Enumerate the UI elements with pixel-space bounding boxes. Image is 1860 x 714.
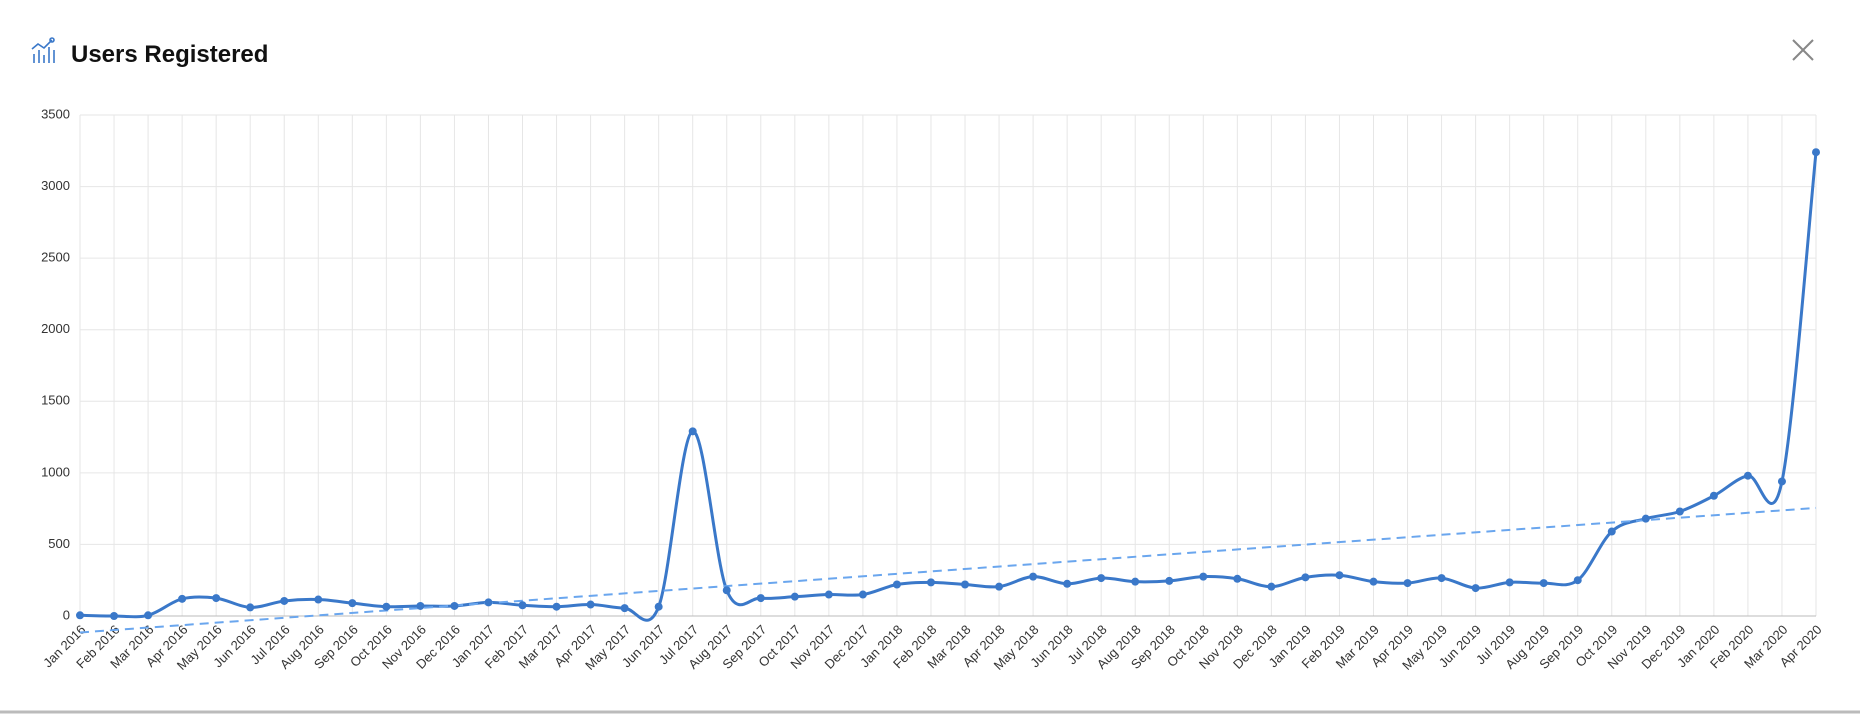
point	[1029, 572, 1038, 581]
point	[1743, 471, 1752, 480]
point	[1199, 572, 1208, 581]
y-tick-label: 1000	[41, 464, 70, 479]
point	[178, 594, 187, 603]
point	[1777, 477, 1786, 486]
point	[1267, 582, 1276, 591]
point	[1165, 576, 1174, 585]
y-tick-label: 500	[48, 536, 70, 551]
point	[995, 582, 1004, 591]
point	[382, 602, 391, 611]
y-tick-label: 1500	[41, 393, 70, 408]
point	[1437, 574, 1446, 583]
point	[1369, 577, 1378, 586]
point	[76, 611, 84, 620]
y-tick-label: 3000	[41, 178, 70, 193]
point	[1709, 491, 1718, 500]
point	[484, 598, 493, 607]
y-tick-label: 2000	[41, 321, 70, 336]
point	[1403, 579, 1412, 588]
y-tick-label: 2500	[41, 250, 70, 265]
point	[790, 592, 799, 601]
point	[1233, 574, 1242, 583]
point	[144, 611, 153, 620]
chart-title: Users Registered	[71, 41, 268, 68]
point	[1301, 573, 1310, 582]
y-tick-label: 3500	[41, 106, 70, 121]
point	[586, 600, 595, 609]
close-icon[interactable]	[1792, 39, 1814, 61]
point	[348, 599, 357, 608]
point	[961, 580, 970, 589]
point	[518, 601, 527, 610]
point	[1539, 579, 1548, 588]
point	[824, 590, 833, 599]
point	[1573, 576, 1582, 585]
point	[722, 586, 731, 595]
point	[280, 596, 289, 605]
point	[1335, 571, 1344, 580]
point	[688, 427, 697, 436]
point	[620, 604, 629, 613]
chart-icon	[31, 37, 55, 63]
point	[1607, 527, 1616, 536]
point	[1505, 578, 1514, 587]
point	[892, 580, 901, 589]
point	[110, 612, 119, 620]
point	[1675, 507, 1684, 516]
point	[314, 595, 323, 604]
point	[1097, 574, 1106, 583]
point	[756, 594, 765, 603]
trend-line	[79, 506, 1817, 634]
point	[654, 602, 663, 611]
point	[858, 590, 867, 599]
point	[416, 601, 425, 610]
point	[450, 601, 459, 610]
y-tick-label: 0	[63, 607, 70, 622]
point	[1812, 148, 1820, 157]
point	[246, 603, 255, 612]
point	[926, 578, 935, 587]
point	[552, 602, 561, 611]
point	[212, 594, 221, 603]
point	[1471, 584, 1480, 593]
point	[1131, 577, 1140, 586]
point	[1641, 514, 1650, 523]
close-button[interactable]	[1788, 35, 1818, 65]
point	[1063, 579, 1072, 588]
